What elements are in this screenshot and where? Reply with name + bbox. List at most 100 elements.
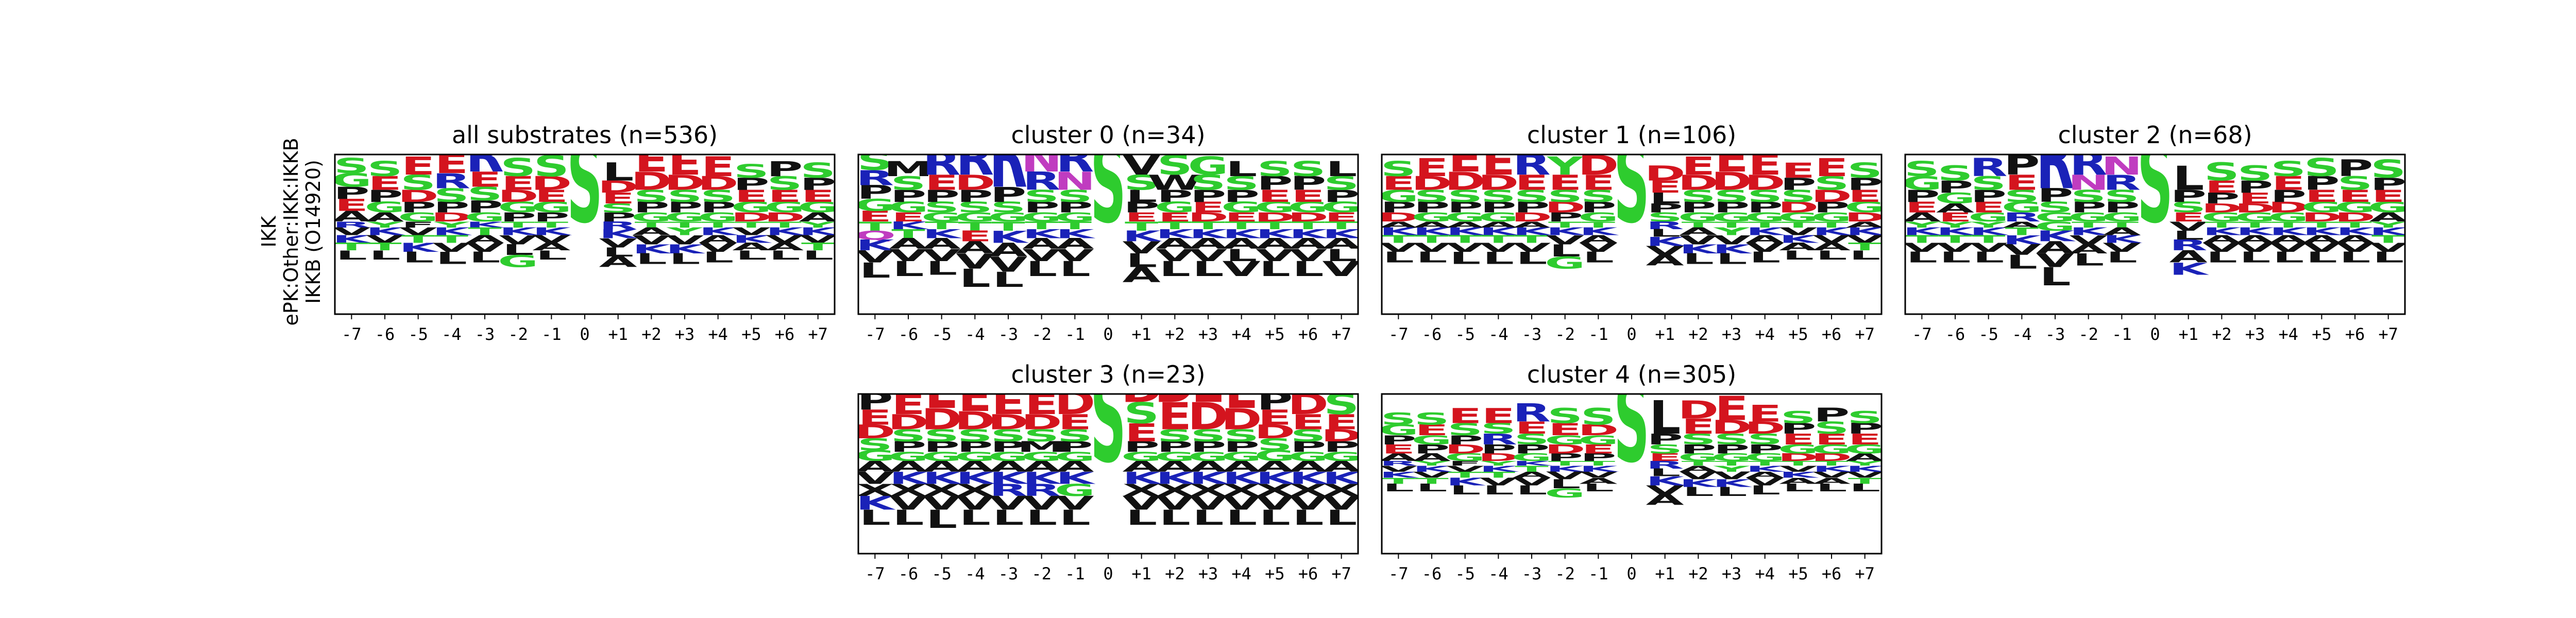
logo-letter: L [1449, 249, 1481, 268]
logo-letter: D [1287, 387, 1329, 421]
logo-letter: L [1416, 249, 1447, 266]
logo-letter: G [855, 448, 895, 465]
logo-letter: E [958, 372, 992, 421]
logo-letter: S [1381, 409, 1416, 428]
logo-letter: P [1190, 186, 1226, 205]
logo-letter: P [2004, 150, 2040, 181]
x-tick-label: +6 [2345, 324, 2365, 344]
logo-letter: D [431, 210, 472, 225]
logo-letter: S [1381, 157, 1416, 181]
logo-letter: L [892, 506, 924, 530]
logo-letter: S [1547, 404, 1583, 428]
logo-letter: P [1190, 438, 1226, 455]
logo-letter: P [2337, 155, 2373, 182]
logo-letter: A [2070, 242, 2108, 256]
logo-letter: T [1938, 233, 1972, 245]
logo-letter: K [1256, 227, 1296, 241]
logo-letter: A [1446, 220, 1484, 230]
logo-letter: G [2368, 199, 2409, 216]
logo-letter: V [1903, 241, 1941, 255]
logo-letter: T [1125, 219, 1159, 233]
logo-letter: E [1191, 333, 1225, 420]
x-tick-label: +4 [2278, 324, 2298, 344]
logo-letter: T [1482, 233, 1515, 245]
logo-letter: P [2171, 186, 2207, 205]
logo-letter: T [1748, 220, 1782, 230]
logo-letter: T [1482, 470, 1516, 480]
logo-letter: E [1848, 186, 1882, 205]
x-tick-label: -5 [931, 324, 952, 344]
row-label-line-2: ePK:Other:IKK:IKKB [280, 138, 302, 325]
logo-letter: G [855, 196, 895, 215]
logo-letter: A [2202, 233, 2241, 245]
logo-letter: S [2204, 157, 2240, 186]
x-tick-label: -7 [865, 324, 885, 344]
logo-letter: G [1844, 442, 1885, 456]
logo-letter: T [1225, 220, 1258, 232]
logo-letter: A [1413, 452, 1451, 464]
logo-letter: L [1326, 157, 1357, 181]
logo-letter: D [1255, 210, 1296, 225]
logo-letter: S [1124, 396, 1159, 430]
logo-letter: R [2036, 112, 2074, 208]
panel-title: cluster 2 (n=68) [2058, 121, 2252, 149]
logo-letter: S [924, 199, 959, 216]
logo-letter: S [1714, 431, 1749, 448]
logo-letter: A [1579, 476, 1617, 486]
logo-letter: G [1055, 450, 1095, 464]
logo-letter: Q [854, 228, 896, 243]
logo-letter: A [989, 239, 1027, 261]
logo-letter: L [859, 259, 891, 283]
logo-letter: V [1446, 464, 1484, 474]
x-tick-label: +6 [1298, 324, 1318, 344]
logo-letter: P [1814, 405, 1850, 426]
logo-letter: L [1973, 249, 2004, 266]
x-tick-label: -1 [1588, 324, 1608, 344]
logo-letter: L [1583, 249, 1614, 266]
logo-letter: S [2337, 173, 2372, 194]
logo-letter: E [1648, 177, 1682, 196]
logo-letter: L [2273, 249, 2304, 266]
logo-letter: E [2272, 173, 2306, 194]
logo-letter: S [1447, 186, 1483, 205]
logo-letter: L [1159, 506, 1191, 530]
logo-letter: S [1090, 346, 1126, 491]
logo-letter: K [956, 469, 996, 488]
logo-letter: P [1514, 442, 1550, 456]
logo-letter: S [957, 199, 993, 216]
logo-letter: A [1812, 476, 1851, 486]
logo-letter: G [1678, 210, 1719, 225]
x-tick-label: -2 [1555, 564, 1575, 583]
logo-letter: K [1379, 226, 1419, 237]
logo-letter: G [1155, 199, 1195, 216]
logo-letter: N [1021, 141, 1062, 180]
logo-letter: A [699, 233, 738, 245]
logo-letter: L [1292, 257, 1324, 281]
logo-letter: R [2103, 171, 2141, 195]
logo-letter: V [1023, 246, 1061, 265]
logo-letter: K [432, 226, 472, 237]
logo-letter: K [1289, 469, 1329, 488]
logo-letter: G [2035, 210, 2076, 225]
logo-letter: D [1255, 421, 1296, 443]
logo-letter: Y [1713, 226, 1750, 237]
logo-letter: T [1515, 464, 1549, 474]
logo-letter: L [1816, 248, 1847, 262]
logo-letter: V [1156, 492, 1194, 514]
logo-letter: E [468, 168, 502, 192]
logo-letter: P [1847, 175, 1883, 194]
logo-letter: Y [1713, 464, 1751, 474]
logo-letter: X [1189, 480, 1227, 500]
logo-letter: P [1057, 438, 1093, 455]
logo-letter: G [1255, 448, 1295, 465]
logo-letter: L [1783, 248, 1814, 262]
x-tick-label: +3 [2245, 324, 2265, 344]
x-tick-label: +4 [1231, 564, 1251, 583]
logo-letter: G [988, 450, 1029, 464]
logo-letter: R [2003, 210, 2041, 225]
x-tick-label: +7 [1331, 324, 1351, 344]
logo-letter: S [667, 186, 702, 205]
logo-letter: G [1188, 450, 1229, 464]
logo-panel: all substrates (n=536)AEPGSRVKTLAGPESYKV… [334, 121, 836, 344]
logo-letter: L [859, 506, 891, 530]
